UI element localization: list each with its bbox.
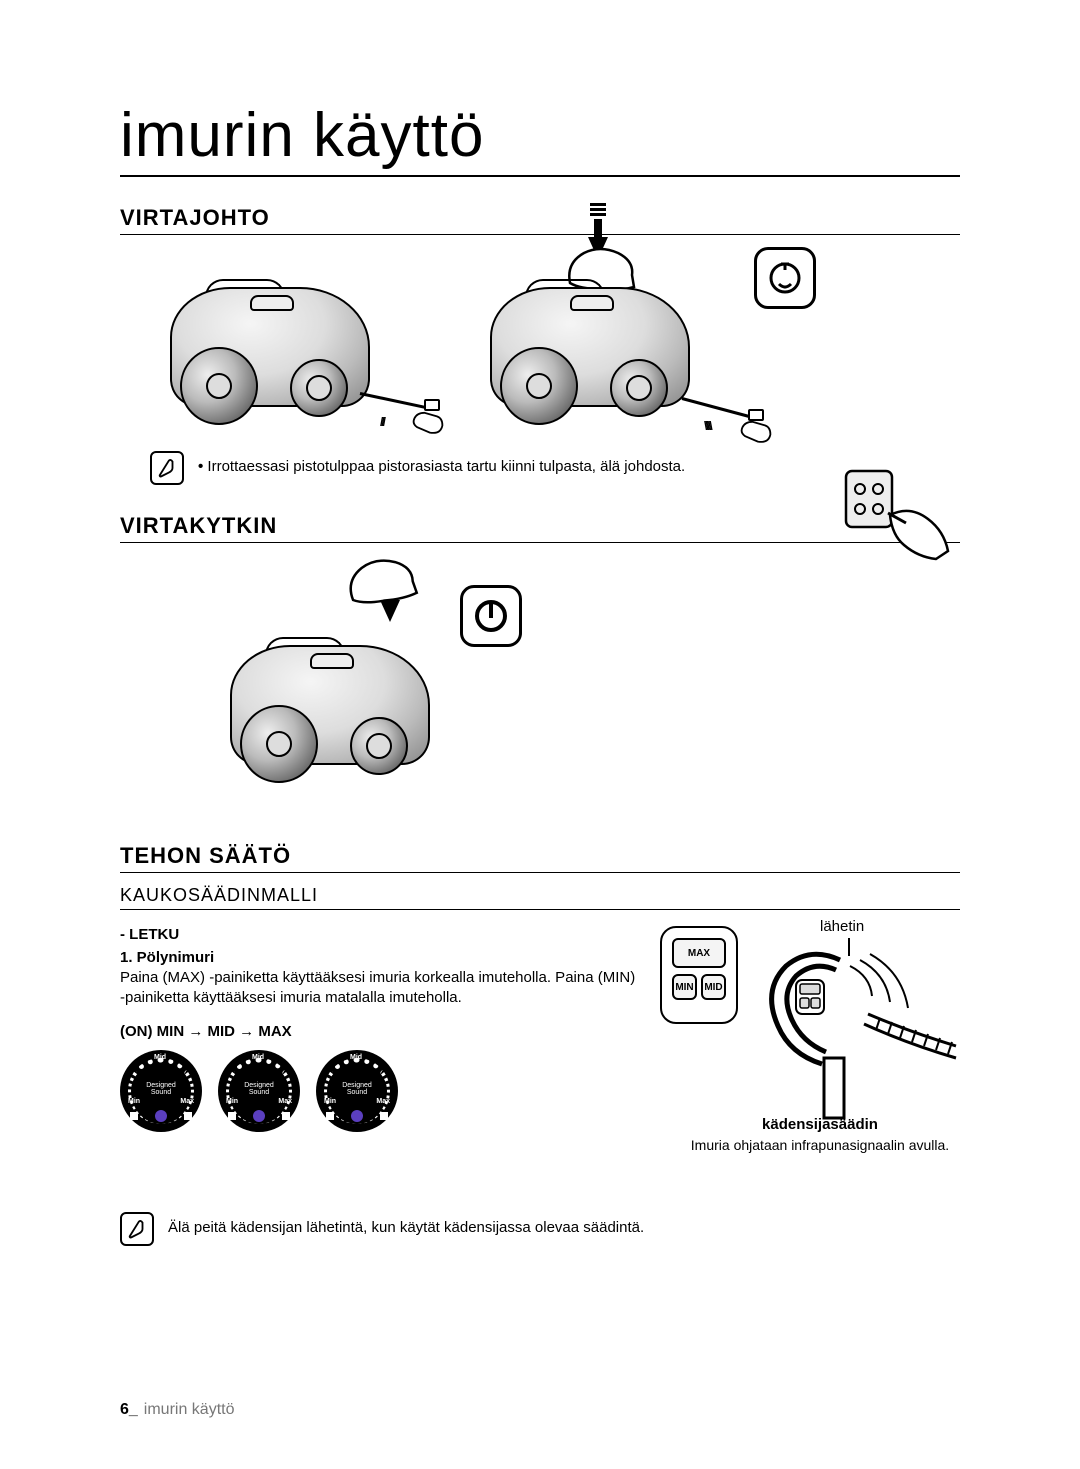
note-icon — [120, 1212, 154, 1246]
power-sequence: (ON) MIN → MID → MAX — [120, 1023, 642, 1040]
remote-control-icon: MAX MIN MID — [660, 926, 738, 1024]
note-2: Älä peitä kädensijan lähetintä, kun käyt… — [120, 1212, 960, 1246]
handle-grip-icon — [740, 936, 960, 1136]
dial-min-icon: Min Mid Max DesignedSound — [120, 1050, 202, 1132]
section-power-switch: VIRTAKYTKIN — [120, 513, 960, 815]
page-number: 6_ — [120, 1401, 138, 1418]
heading-virtajohto: VIRTAJOHTO — [120, 205, 960, 235]
page-title: imurin käyttö — [120, 100, 960, 177]
power-control-text: - LETKU 1. Pölynimuri Paina (MAX) -paini… — [120, 926, 642, 1146]
cord-retract-symbol-icon — [754, 247, 816, 309]
power-switch-illustration — [170, 555, 550, 815]
foot-press-icon — [336, 548, 423, 611]
polynimuri-label: 1. Pölynimuri — [120, 949, 642, 966]
handle-control-label: kädensijasäädin — [730, 1116, 910, 1133]
vacuum-cord-pull-illustration: /// — [150, 247, 430, 437]
note-2-text: Älä peitä kädensijan lähetintä, kun käyt… — [168, 1212, 644, 1238]
remote-handle-illustration: lähetin MAX MIN MID — [660, 926, 960, 1206]
letku-label: - LETKU — [120, 926, 642, 943]
section-power-cord: VIRTAJOHTO /// — [120, 205, 960, 485]
power-symbol-icon — [460, 585, 522, 647]
note-icon — [150, 451, 184, 485]
subheading-kaukosaadinmalli: KAUKOSÄÄDINMALLI — [120, 885, 960, 910]
dial-row: Min Mid Max DesignedSound Min Mid Max De… — [120, 1050, 642, 1132]
footer-text: imurin käyttö — [144, 1401, 235, 1418]
dial-mid-icon: Min Mid Max DesignedSound — [218, 1050, 300, 1132]
polynimuri-text: Paina (MAX) -painiketta käyttääksesi imu… — [120, 968, 642, 1009]
note-1-text: Irrottaessasi pistotulppaa pistorasiasta… — [198, 451, 685, 477]
cord-illustration-row: /// \\\\\ — [150, 247, 960, 437]
transmitter-label: lähetin — [820, 918, 864, 935]
remote-mid-button-label: MID — [701, 974, 726, 1000]
remote-min-button-label: MIN — [672, 974, 697, 1000]
motion-lines-icon: /// — [380, 415, 384, 429]
hand-icon — [410, 402, 446, 438]
heading-virtakytkin: VIRTAKYTKIN — [120, 513, 960, 543]
outlet-unplug-illustration — [840, 465, 960, 565]
section-power-control: TEHON SÄÄTÖ KAUKOSÄÄDINMALLI - LETKU 1. … — [120, 843, 960, 1246]
heading-tehon-saato: TEHON SÄÄTÖ — [120, 843, 960, 873]
dial-max-icon: Min Mid Max DesignedSound — [316, 1050, 398, 1132]
vacuum-cord-retract-illustration: \\\\\ — [470, 247, 820, 437]
page-footer: 6_ imurin käyttö — [120, 1401, 235, 1419]
handle-control-desc: Imuria ohjataan infrapunasignaalin avull… — [670, 1136, 970, 1154]
remote-max-button-label: MAX — [672, 938, 726, 968]
note-1: Irrottaessasi pistotulppaa pistorasiasta… — [150, 451, 960, 485]
